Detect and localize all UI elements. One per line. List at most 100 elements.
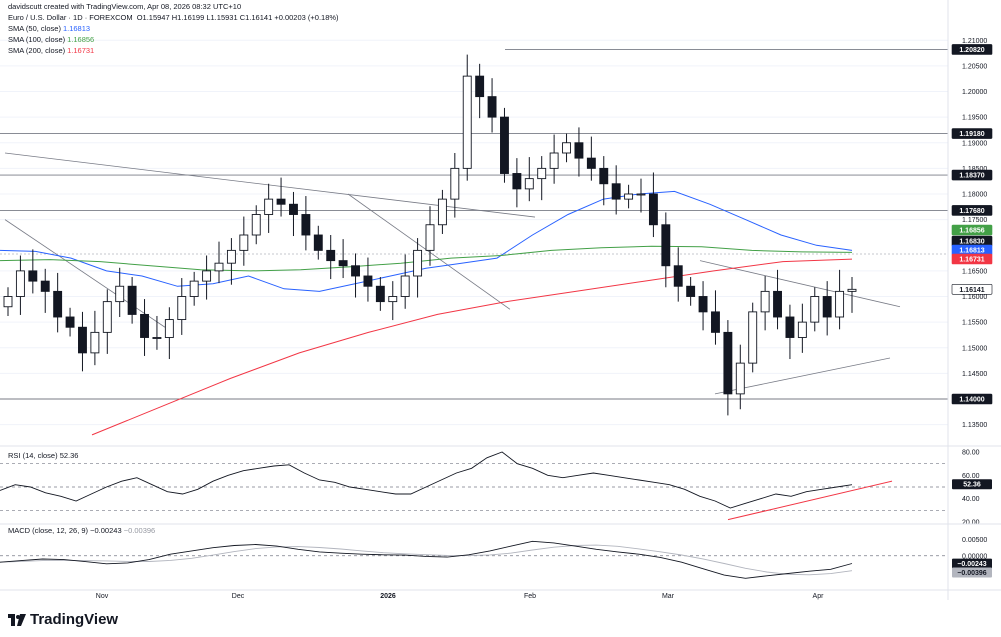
candle-up: [760, 290, 770, 313]
symbol-name[interactable]: Euro / U.S. Dollar · 1D · FOREXCOM: [8, 13, 133, 22]
candle-down: [773, 290, 782, 318]
candle-down: [140, 313, 149, 338]
candle-up: [847, 288, 857, 292]
candle-down: [611, 183, 621, 200]
candle-up: [214, 262, 224, 272]
price-badge-label: 1.17680: [959, 208, 984, 215]
rsi-line: [0, 451, 853, 509]
candle-up: [239, 234, 249, 251]
candle-up: [797, 321, 807, 338]
rsi-tick-label: 40.00: [962, 496, 980, 503]
candle-down: [723, 331, 733, 395]
rsi-tick-label: 20.00: [962, 520, 980, 527]
price-tick-label: 1.20000: [962, 89, 987, 96]
candle-up: [164, 319, 174, 338]
price-badge-label: 1.16856: [959, 228, 984, 235]
candle-down: [351, 265, 360, 277]
price-badge: [951, 253, 993, 265]
candle-up: [425, 224, 435, 251]
price-tick-label: 1.19500: [962, 115, 987, 122]
candle-up: [226, 249, 236, 264]
sma200-line: [91, 258, 853, 436]
candle-up: [562, 142, 571, 154]
tradingview-icon: [8, 613, 26, 626]
candle-down: [127, 285, 137, 315]
rsi-value-badge-label: 52.36: [963, 482, 981, 489]
candle-up: [810, 296, 820, 323]
macd-value-badge: [952, 558, 992, 569]
price-badge: [951, 283, 993, 295]
candles: [3, 54, 857, 416]
price-badge: [951, 44, 993, 55]
candle-up: [537, 167, 547, 180]
trendline: [4, 219, 166, 328]
candle-up: [3, 296, 13, 308]
sma200-legend[interactable]: SMA (200, close) 1.16731: [8, 46, 95, 55]
time-tick-label: Apr: [813, 593, 825, 600]
macd-legend[interactable]: MACD (close, 12, 26, 9) −0.00243 −0.0039…: [8, 526, 156, 535]
price-tick-label: 1.14500: [962, 371, 987, 378]
price-badge-label: 1.16731: [959, 257, 984, 264]
candle-up: [251, 214, 261, 236]
candle-down: [698, 296, 708, 313]
price-tick-label: 1.17500: [962, 217, 987, 224]
candle-up: [549, 152, 559, 169]
candle-down: [822, 296, 832, 318]
price-tick-label: 1.16000: [962, 294, 987, 301]
macd-pane: 0.00500 0.00000−0.00243 −0.00396: [0, 523, 1001, 579]
sma50-legend[interactable]: SMA (50, close) 1.16813: [8, 24, 91, 33]
price-tick-label: 1.20500: [962, 63, 987, 70]
candle-up: [15, 270, 25, 297]
price-tick-label: 1.18000: [962, 192, 987, 199]
candle-down: [375, 285, 385, 303]
price-badge-label: 1.20820: [959, 47, 984, 54]
candle-up: [462, 75, 472, 169]
candle-down: [661, 224, 671, 267]
macd-value-badge-label: −0.00243: [957, 561, 986, 568]
candle-up: [202, 270, 212, 282]
candle-down: [648, 193, 658, 226]
price-badge: [951, 205, 993, 216]
candle-down: [785, 316, 795, 338]
price-badge: [951, 393, 993, 405]
price-badge-label: 1.16830: [959, 239, 984, 246]
time-axis: Nov Dec 2026 Feb Mar Apr: [0, 589, 1001, 600]
price-tick-label: 1.13500: [962, 422, 987, 429]
price-badge-label: 1.16141: [959, 287, 984, 294]
ohlc-values: O1.15947 H1.16199 L1.15931 C1.16141 +0.0…: [136, 13, 339, 22]
macd-tick-label: 0.00500: [962, 537, 987, 544]
candle-up: [735, 362, 745, 395]
trendline: [699, 260, 901, 308]
candle-up: [90, 331, 100, 354]
candle-down: [53, 290, 63, 318]
sma100-legend[interactable]: SMA (100, close) 1.16856: [8, 35, 95, 44]
candle-down: [28, 270, 38, 282]
rsi-tick-label: 80.00: [962, 450, 980, 457]
candle-up: [264, 198, 274, 215]
macd-tick-label: 0.00000: [962, 553, 987, 560]
rsi-legend[interactable]: RSI (14, close) 52.36: [8, 451, 79, 460]
rsi-pane: 80.00 60.00 40.00 20.00 52.36: [0, 445, 1001, 527]
trendline: [347, 193, 511, 310]
candle-down: [313, 234, 323, 251]
macd-signal-badge-label: −0.00396: [957, 570, 986, 577]
price-axis: 1.21000 1.20500 1.20000 1.19500 1.19000 1.185…: [947, 0, 987, 600]
candle-down: [276, 198, 286, 205]
price-badges: 1.20820 1.19180 1.18370 1.17680 1.16856 1.168…: [951, 44, 993, 405]
price-tick-label: 1.16500: [962, 268, 987, 275]
candle-up: [624, 193, 634, 200]
horizontal-levels: [0, 49, 948, 400]
candle-down: [301, 214, 311, 236]
rsi-tick-label: 60.00: [962, 473, 980, 480]
candle-down: [326, 249, 336, 262]
price-tick-label: 1.15500: [962, 320, 987, 327]
price-tick-label: 1.18500: [962, 166, 987, 173]
candle-up: [524, 178, 534, 190]
rsi-trendline: [727, 480, 893, 521]
price-tick-label: 1.19000: [962, 140, 987, 147]
price-badge-label: 1.19180: [959, 131, 984, 138]
candle-down: [475, 75, 485, 98]
price-badge-label: 1.14000: [959, 397, 984, 404]
moving-averages: [0, 190, 853, 436]
